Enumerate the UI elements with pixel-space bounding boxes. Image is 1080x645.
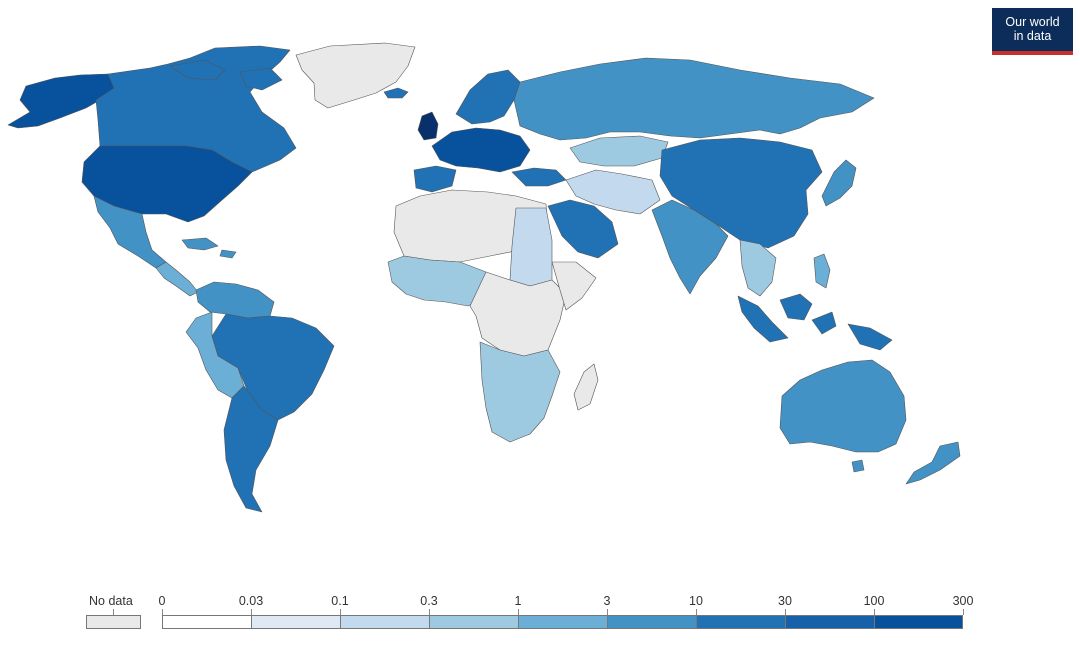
scale-bin[interactable] (785, 615, 874, 629)
scale-tick (607, 609, 608, 615)
country-turkey[interactable] (511, 167, 567, 187)
country-greenland[interactable] (295, 42, 416, 109)
scale-tick (785, 609, 786, 615)
no-data-label: No data (89, 594, 133, 608)
scale-bin[interactable] (162, 615, 251, 629)
scale-tick (963, 609, 964, 615)
region-scandinavia[interactable] (455, 69, 521, 125)
region-western-europe[interactable] (431, 127, 531, 173)
scale-tick (874, 609, 875, 615)
country-canada-islands (169, 59, 283, 91)
scale-bin[interactable] (340, 615, 429, 629)
country-alaska[interactable] (7, 73, 115, 129)
scale-label: 30 (778, 594, 792, 608)
scale-tick (162, 609, 163, 615)
owid-logo[interactable]: Our world in data (992, 8, 1073, 55)
country-united-kingdom[interactable] (417, 111, 439, 141)
scale-label: 100 (863, 594, 885, 608)
region-west-africa[interactable] (387, 255, 487, 307)
scale-label: 0 (158, 594, 166, 608)
country-madagascar[interactable] (573, 363, 599, 411)
region-iberia[interactable] (413, 165, 457, 193)
scale-tick (518, 609, 519, 615)
map-legend: No data 0 0.03 0.1 0.3 1 3 10 30 100 300 (0, 588, 1080, 638)
scale-tick (696, 609, 697, 615)
country-australia[interactable] (779, 359, 907, 453)
country-russia[interactable] (513, 57, 875, 141)
region-southeast-asia[interactable] (739, 239, 777, 297)
scale-bin[interactable] (874, 615, 963, 629)
region-china-mongolia[interactable] (659, 137, 823, 249)
scale-tick (251, 609, 252, 615)
country-saudi-arabia[interactable] (547, 199, 619, 259)
region-central-america[interactable] (155, 261, 199, 297)
country-philippines[interactable] (813, 253, 831, 289)
region-central-africa[interactable] (469, 271, 567, 357)
country-iceland[interactable] (383, 87, 409, 99)
scale-label: 10 (689, 594, 703, 608)
region-horn-of-africa[interactable] (551, 261, 597, 311)
no-data-tick (113, 609, 114, 615)
world-choropleth-map (7, 42, 961, 513)
region-southern-africa[interactable] (479, 341, 561, 443)
region-middle-east[interactable] (565, 169, 661, 215)
region-central-asia[interactable] (569, 135, 669, 167)
scale-label: 300 (952, 594, 974, 608)
scale-tick (429, 609, 430, 615)
scale-bin[interactable] (518, 615, 607, 629)
country-india[interactable] (651, 199, 729, 295)
region-egypt-sudan[interactable] (509, 207, 553, 287)
scale-bin[interactable] (607, 615, 696, 629)
scale-label: 0.03 (238, 594, 264, 608)
region-caribbean[interactable] (181, 237, 237, 259)
logo-line-1: Our world (1005, 15, 1060, 29)
no-data-swatch[interactable] (86, 615, 141, 629)
scale-label: 0.1 (331, 594, 349, 608)
logo-line-2: in data (1013, 29, 1052, 43)
country-tasmania (851, 459, 865, 473)
scale-label: 0.3 (420, 594, 438, 608)
scale-label: 3 (603, 594, 611, 608)
scale-bin[interactable] (251, 615, 340, 629)
scale-bin[interactable] (429, 615, 518, 629)
country-japan[interactable] (821, 159, 857, 207)
region-northern-south-america[interactable] (195, 281, 275, 319)
country-united-states[interactable] (81, 145, 253, 223)
country-indonesia[interactable] (737, 293, 893, 351)
scale-label: 1 (514, 594, 522, 608)
country-new-zealand[interactable] (905, 441, 961, 485)
region-southern-cone[interactable] (223, 385, 279, 513)
scale-bin[interactable] (696, 615, 785, 629)
scale-tick (340, 609, 341, 615)
